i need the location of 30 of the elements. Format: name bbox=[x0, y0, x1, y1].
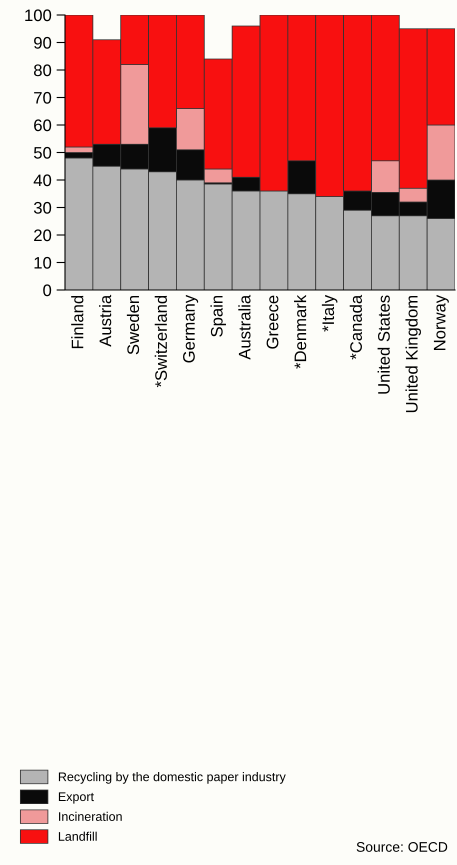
y-tick-label: 50 bbox=[34, 146, 52, 159]
x-tick-label: Norway bbox=[434, 294, 449, 350]
legend-label: Export bbox=[58, 792, 94, 804]
legend-label: Incineration bbox=[59, 812, 122, 821]
x-tick-label: Sweden bbox=[126, 296, 140, 354]
x-tick-label: Finland bbox=[71, 296, 84, 348]
y-tick-label: 100 bbox=[25, 9, 52, 22]
x-tick-label: Australia bbox=[238, 294, 251, 360]
y-tick-label: 80 bbox=[34, 64, 52, 76]
x-tick-label: *Denmark bbox=[294, 294, 306, 369]
y-tick-label: 70 bbox=[34, 92, 52, 104]
y-tick-label: 60 bbox=[34, 119, 52, 132]
y-tick-label: 30 bbox=[34, 202, 52, 214]
y-tick-label: 20 bbox=[34, 229, 52, 242]
y-tick-label: 0 bbox=[43, 284, 52, 296]
x-tick-label: Greece bbox=[266, 296, 278, 349]
x-tick-label: *Italy bbox=[322, 294, 338, 332]
x-tick-label: Germany bbox=[183, 294, 198, 363]
x-tick-label: United States bbox=[378, 295, 390, 394]
y-tick-label: 40 bbox=[34, 174, 52, 186]
source-note: Source: OECD bbox=[356, 842, 448, 852]
y-tick-label: 10 bbox=[34, 256, 52, 269]
x-tick-label: Austria bbox=[99, 294, 112, 347]
x-tick-label: United Kingdom bbox=[405, 296, 421, 412]
x-tick-label: Spain bbox=[210, 296, 226, 337]
y-tick-label: 90 bbox=[34, 36, 52, 49]
legend-label: Recycling by the domestic paper industry bbox=[58, 772, 286, 784]
legend-label: Landfill bbox=[58, 832, 97, 841]
x-tick-label: *Canada bbox=[350, 294, 362, 360]
x-tick-label: *Switzerland bbox=[154, 296, 167, 388]
